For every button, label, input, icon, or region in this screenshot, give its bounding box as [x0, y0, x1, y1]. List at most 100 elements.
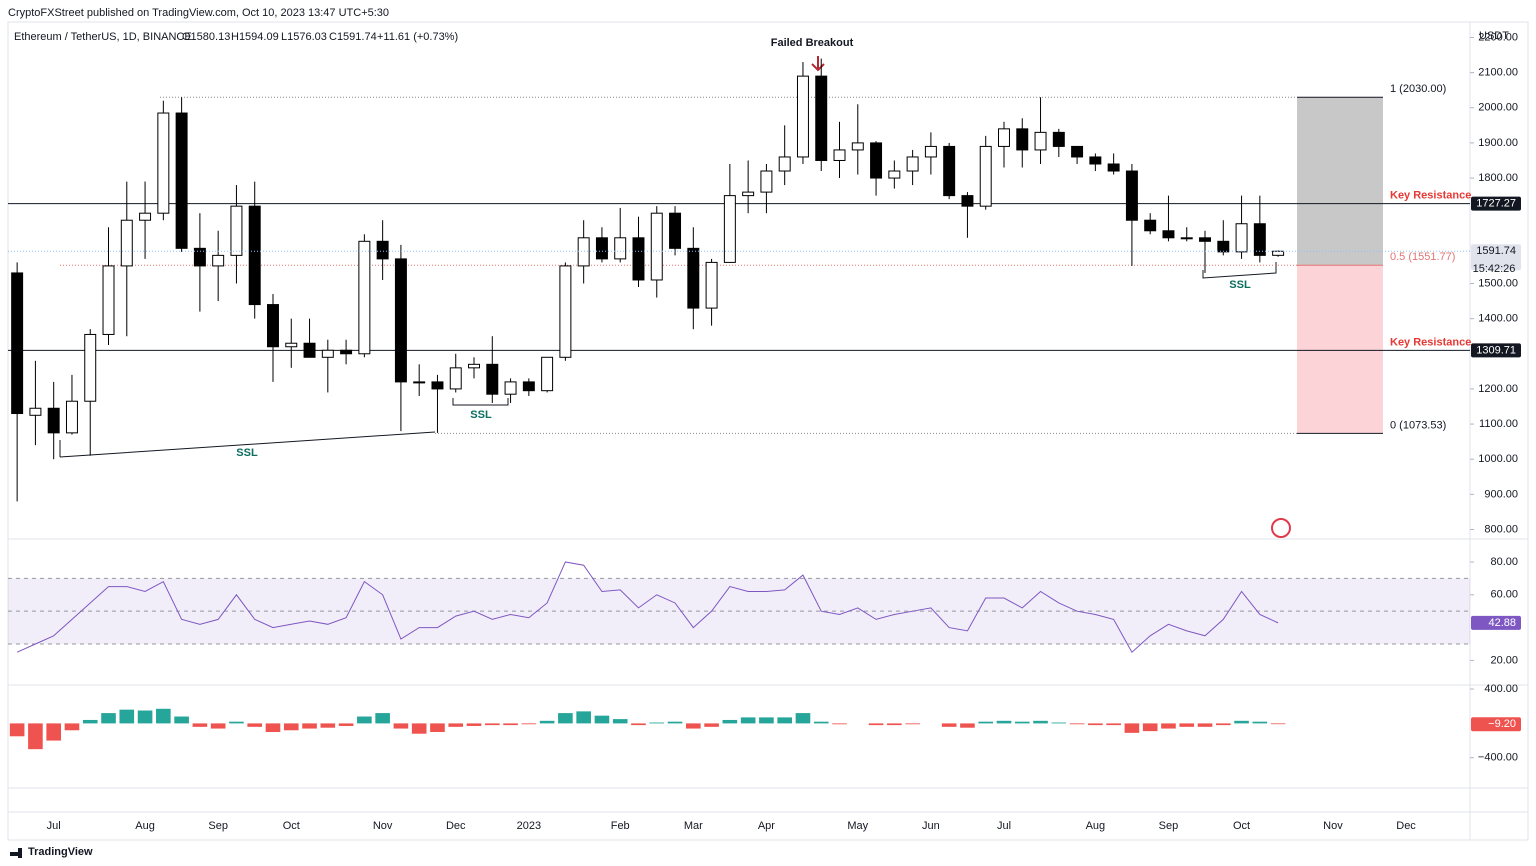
macd-bar — [887, 723, 902, 726]
y-tick-label: 400.00 — [1484, 683, 1518, 695]
candle-body — [723, 195, 736, 263]
candle-body — [851, 142, 864, 151]
candle-body — [906, 156, 919, 172]
candle-body — [815, 75, 828, 161]
y-tick-label: 80.00 — [1490, 556, 1518, 568]
macd-bar — [704, 723, 719, 727]
y-tick-label: 1900.00 — [1478, 137, 1518, 149]
candle-body — [157, 112, 170, 214]
macd-bar — [82, 719, 98, 724]
candle-body — [870, 142, 883, 179]
macd-bar — [156, 708, 171, 724]
x-tick-label: Oct — [283, 820, 300, 832]
ssl-line — [1202, 262, 1277, 279]
candle-body — [486, 363, 499, 395]
macd-bar — [686, 723, 701, 729]
x-tick-label: May — [847, 820, 868, 832]
candle-body — [29, 407, 42, 416]
y-tick-label: 20.00 — [1490, 654, 1518, 666]
macd-bar — [978, 721, 994, 724]
candle-body — [11, 272, 24, 415]
macd-bar — [1106, 723, 1121, 726]
candle-body — [924, 145, 937, 158]
macd-bar — [1014, 721, 1030, 724]
macd-bar — [393, 723, 409, 729]
countdown: 15:42:26 — [1473, 263, 1516, 275]
price-tag-label: −9.20 — [1488, 718, 1516, 730]
macd-bar — [137, 710, 153, 724]
macd-bar — [1179, 723, 1195, 727]
y-tick-label: 1500.00 — [1478, 277, 1518, 289]
candle-body — [1180, 237, 1193, 240]
candle-body — [979, 145, 992, 207]
macd-bar — [357, 716, 372, 724]
candle-body — [449, 367, 462, 390]
candle-body — [1199, 237, 1211, 242]
macd-bar — [1161, 723, 1176, 729]
candle-body — [778, 156, 791, 172]
macd-bar — [1033, 720, 1048, 724]
macd-bar — [1088, 723, 1103, 726]
y-tick-label: 2100.00 — [1478, 67, 1518, 79]
macd-bar — [996, 720, 1012, 724]
x-tick-label: Oct — [1233, 820, 1250, 832]
macd-bar — [1142, 723, 1158, 732]
candle-body — [248, 205, 261, 306]
macd-bar — [941, 723, 957, 727]
x-tick-label: Mar — [684, 820, 703, 832]
macd-bar — [1124, 723, 1140, 733]
fib-zone — [1297, 265, 1383, 434]
macd-bar — [1252, 721, 1268, 724]
x-tick-label: Sep — [208, 820, 228, 832]
x-tick-label: Sep — [1159, 820, 1179, 832]
macd-bar — [484, 723, 500, 726]
candle-body — [394, 258, 407, 383]
candle-body — [1144, 219, 1157, 232]
candle-body — [833, 149, 846, 161]
x-tick-label: Aug — [1086, 820, 1106, 832]
candle-body — [175, 112, 188, 249]
x-tick-label: Jul — [47, 820, 61, 832]
candle-body — [943, 145, 956, 197]
price-tag-label: 1591.74 — [1476, 245, 1516, 257]
candle-body — [413, 381, 426, 384]
y-tick-label: −400.00 — [1478, 752, 1518, 764]
close: C1591.74 — [329, 31, 377, 43]
candle-body — [139, 212, 152, 221]
y-tick-label: 1200.00 — [1478, 383, 1518, 395]
candle-body — [102, 265, 115, 335]
candle-body — [1034, 131, 1047, 151]
candle-body — [193, 247, 206, 267]
macd-bar — [649, 722, 665, 724]
candle-body — [687, 247, 700, 309]
x-tick-label: Jun — [922, 820, 940, 832]
candle-body — [1162, 230, 1175, 239]
candle-body — [376, 240, 389, 260]
macd-bar — [411, 723, 427, 734]
annotation: SSL — [1229, 279, 1251, 291]
candle-body — [650, 212, 663, 281]
price-tag — [1471, 196, 1521, 211]
macd-bar — [119, 709, 135, 724]
macd-bar — [247, 723, 263, 727]
candle-body — [47, 407, 60, 434]
macd-bar — [28, 723, 43, 750]
key-level-label: Key Resistance — [1390, 336, 1471, 348]
macd-bar — [832, 723, 847, 725]
macd-bar — [375, 713, 390, 724]
candle-body — [1052, 131, 1065, 147]
macd-bar — [265, 723, 281, 732]
y-tick-label: 800.00 — [1484, 523, 1518, 535]
x-tick-label: Nov — [373, 820, 393, 832]
macd-bar — [503, 723, 518, 726]
candle-body — [760, 170, 773, 193]
candle-body — [614, 237, 627, 260]
macd-bar — [740, 717, 756, 724]
macd-bar — [1215, 723, 1231, 726]
macd-bar — [174, 716, 189, 724]
y-tick-label: 1400.00 — [1478, 313, 1518, 325]
y-tick-label: 2200.00 — [1478, 31, 1518, 43]
candle-body — [888, 170, 901, 179]
event-icon[interactable] — [1271, 518, 1291, 538]
